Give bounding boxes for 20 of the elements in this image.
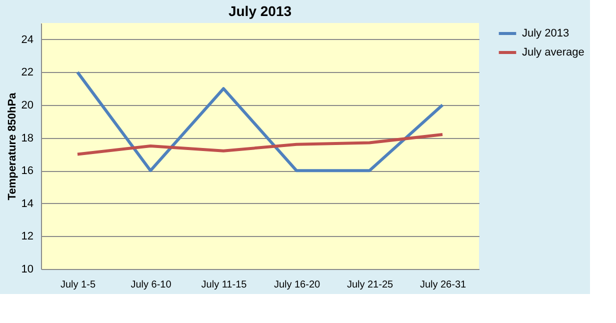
y-tick-label: 20 (21, 100, 34, 112)
y-tick-label: 22 (21, 66, 34, 79)
x-tick-label: July 1-5 (60, 280, 96, 290)
legend-label: July 2013 (522, 28, 570, 40)
x-tick-label: July 21-25 (346, 280, 394, 290)
x-tick-label: July 6-10 (130, 280, 172, 290)
y-tick-label: 14 (21, 198, 34, 210)
x-tick-label: July 26-31 (420, 280, 467, 290)
y-tick-label: 10 (21, 264, 34, 276)
legend-label: July average (522, 46, 584, 58)
line-series (76, 70, 444, 172)
x-tick-label: July 11-15 (201, 280, 248, 290)
y-tick-label: 16 (21, 165, 34, 178)
y-tick-label: 18 (21, 132, 34, 144)
chart-title: July 2013 (228, 3, 292, 19)
y-axis-title: Temperature 850hPa (6, 92, 18, 200)
x-tick-label: July 16-20 (274, 280, 321, 290)
line-series (76, 133, 444, 156)
y-tick-label: 12 (21, 230, 34, 243)
y-tick-label: 24 (21, 34, 34, 46)
